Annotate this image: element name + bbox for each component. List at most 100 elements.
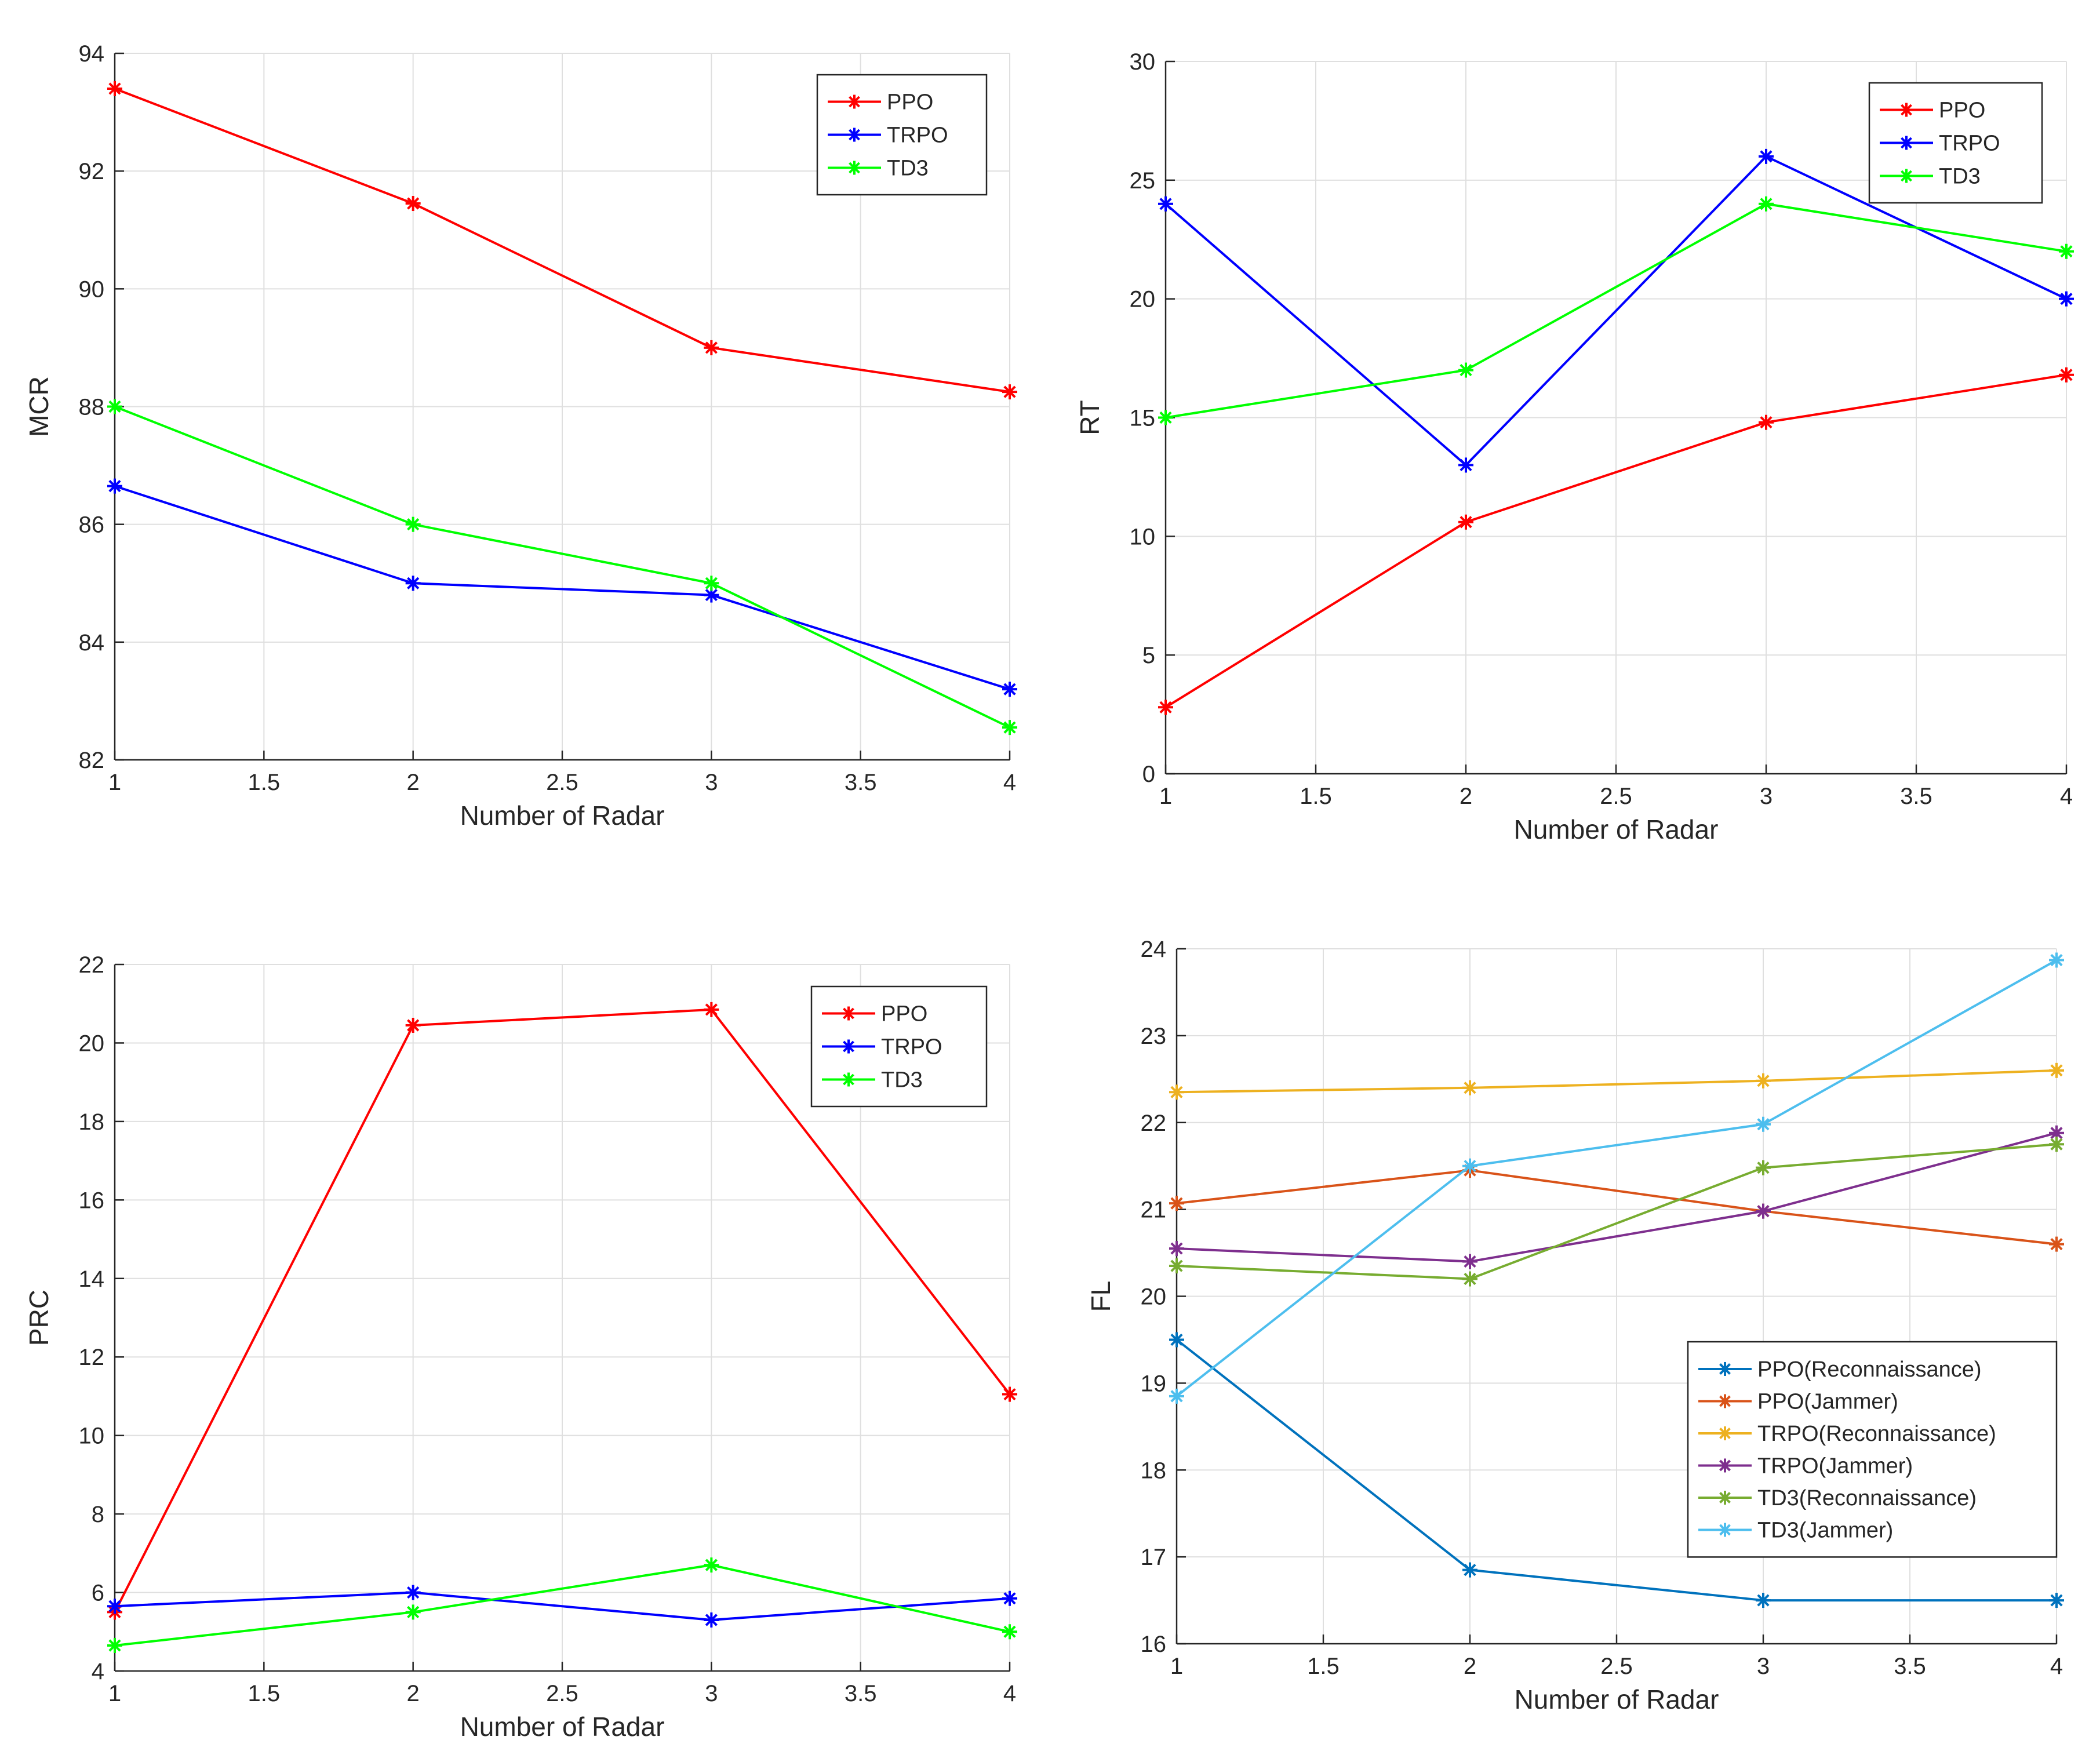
data-point [704, 1002, 719, 1017]
legend-item: PPO [1880, 99, 1985, 123]
y-tick-label: 30 [1130, 49, 1156, 75]
legend-item: TRPO(Jammer) [1698, 1454, 1913, 1478]
series-line [1175, 959, 2057, 1397]
y-tick-label: 6 [92, 1581, 104, 1606]
series-ppo [107, 81, 1017, 400]
data-point-d2 [1757, 1205, 1770, 1218]
data-point-d2 [2050, 953, 2063, 967]
ticks: 1 1.5 2 2.5 3 3.5 4 4 6 8 10 12 14 16 18 20 22 [79, 952, 1017, 1706]
x-axis-label: Number of Radar [460, 1712, 665, 1742]
x-axis-label: Number of Radar [1514, 814, 1719, 844]
x-tick-label: 3.5 [1894, 1654, 1926, 1679]
data-point-d2 [1003, 721, 1016, 734]
data-point-d2 [407, 577, 420, 589]
data-point [2049, 1125, 2064, 1141]
data-point-d2 [705, 588, 718, 602]
legend-swatch-marker [1718, 1426, 1732, 1440]
x-tick-label: 1.5 [248, 770, 281, 795]
legend-swatch-marker [1899, 169, 1913, 183]
data-point [405, 1017, 421, 1033]
x-tick-label: 2.5 [546, 770, 578, 795]
legend: PPO TRPO TD3 [816, 74, 988, 196]
data-point [107, 81, 122, 96]
data-point-d2 [1757, 1162, 1770, 1174]
data-point-d2 [1003, 683, 1016, 696]
data-point [1169, 1241, 1184, 1257]
y-tick-label: 94 [79, 41, 105, 67]
legend-item: PPO [828, 90, 933, 115]
data-point-d2 [1760, 416, 1773, 429]
data-point [1002, 682, 1017, 697]
data-point-d2 [108, 1600, 121, 1612]
data-point-d2 [1003, 1592, 1016, 1605]
legend-label: TD3(Jammer) [1757, 1518, 1893, 1542]
x-axis-label: Number of Radar [460, 800, 665, 831]
data-point-d2 [108, 400, 121, 413]
data-point-d2 [1460, 363, 1472, 377]
data-point [1756, 1160, 1771, 1175]
legend-item: PPO(Jammer) [1698, 1389, 1898, 1414]
data-point [704, 1612, 719, 1628]
legend-label: TD3 [1939, 165, 1981, 189]
legend-item: TRPO(Reconnaissance) [1698, 1422, 1996, 1446]
legend-item: TD3 [822, 1068, 923, 1093]
x-tick-label: 1.5 [1300, 784, 1332, 809]
legend-swatch-marker-d2 [849, 129, 860, 141]
data-point [107, 1637, 122, 1653]
legend-label: TRPO(Reconnaissance) [1757, 1422, 1996, 1446]
data-point [107, 399, 122, 414]
legend-swatch-marker-d2 [1719, 1363, 1731, 1375]
data-point-d2 [1760, 198, 1773, 210]
x-tick-label: 1.5 [1307, 1654, 1340, 1679]
data-point [1759, 148, 1774, 164]
series-line [114, 405, 1010, 729]
y-tick-label: 20 [1130, 287, 1156, 312]
x-tick-label: 2.5 [1600, 1654, 1633, 1679]
data-point [1759, 414, 1774, 430]
data-point-d2 [2050, 1138, 2063, 1151]
legend-item: TD3(Jammer) [1698, 1518, 1893, 1542]
legend-label: PPO [887, 90, 933, 115]
series-line [114, 485, 1010, 691]
data-point-d2 [1464, 1564, 1476, 1577]
y-tick-label: 25 [1130, 168, 1156, 194]
legend-swatch-marker [842, 1072, 856, 1087]
data-point [405, 1604, 421, 1620]
legend-swatch-marker [1899, 103, 1913, 117]
data-point-d2 [108, 480, 121, 493]
data-point [405, 516, 421, 532]
data-point [704, 1557, 719, 1573]
y-tick-label: 88 [79, 395, 105, 420]
y-tick-label: 10 [1130, 524, 1156, 549]
legend-swatch-marker-d2 [1719, 1428, 1731, 1439]
series-line [114, 1591, 1010, 1621]
series-td3 [107, 399, 1017, 736]
grid [1165, 61, 2067, 774]
x-tick-label: 3.5 [1900, 784, 1932, 809]
data-point-d2 [2050, 1127, 2063, 1140]
legend-label: TRPO(Jammer) [1757, 1454, 1913, 1478]
ticks: 1 1.5 2 2.5 3 3.5 4 16 17 18 19 20 21 22 23 24 [1141, 937, 2063, 1679]
legend-swatch-marker [1718, 1394, 1732, 1408]
data-point [405, 196, 421, 212]
legend-swatch-marker [1718, 1490, 1732, 1505]
series-line [114, 1008, 1011, 1613]
legend-label: PPO(Reconnaissance) [1757, 1357, 1982, 1382]
y-tick-label: 16 [1141, 1632, 1167, 1657]
data-point-d2 [705, 1559, 718, 1571]
y-tick-label: 15 [1130, 406, 1156, 431]
legend-swatch-marker-d2 [849, 96, 860, 108]
x-tick-label: 2.5 [546, 1681, 578, 1706]
data-point [2049, 952, 2064, 968]
data-point [1756, 1073, 1771, 1088]
legend-swatch-marker-d2 [1719, 1492, 1731, 1503]
data-point-d2 [1460, 458, 1472, 472]
data-point [1002, 1624, 1017, 1640]
legend-label: TD3(Reconnaissance) [1757, 1486, 1977, 1510]
chart-fl: 1 1.5 2 2.5 3 3.5 4 16 17 18 19 20 21 22 23 24 Number of… [1086, 937, 2064, 1714]
data-point-d2 [1159, 411, 1172, 424]
legend-swatch-marker-d2 [1719, 1395, 1731, 1407]
y-tick-label: 86 [79, 512, 105, 538]
data-point [2059, 367, 2074, 383]
data-point [1462, 1158, 1477, 1174]
